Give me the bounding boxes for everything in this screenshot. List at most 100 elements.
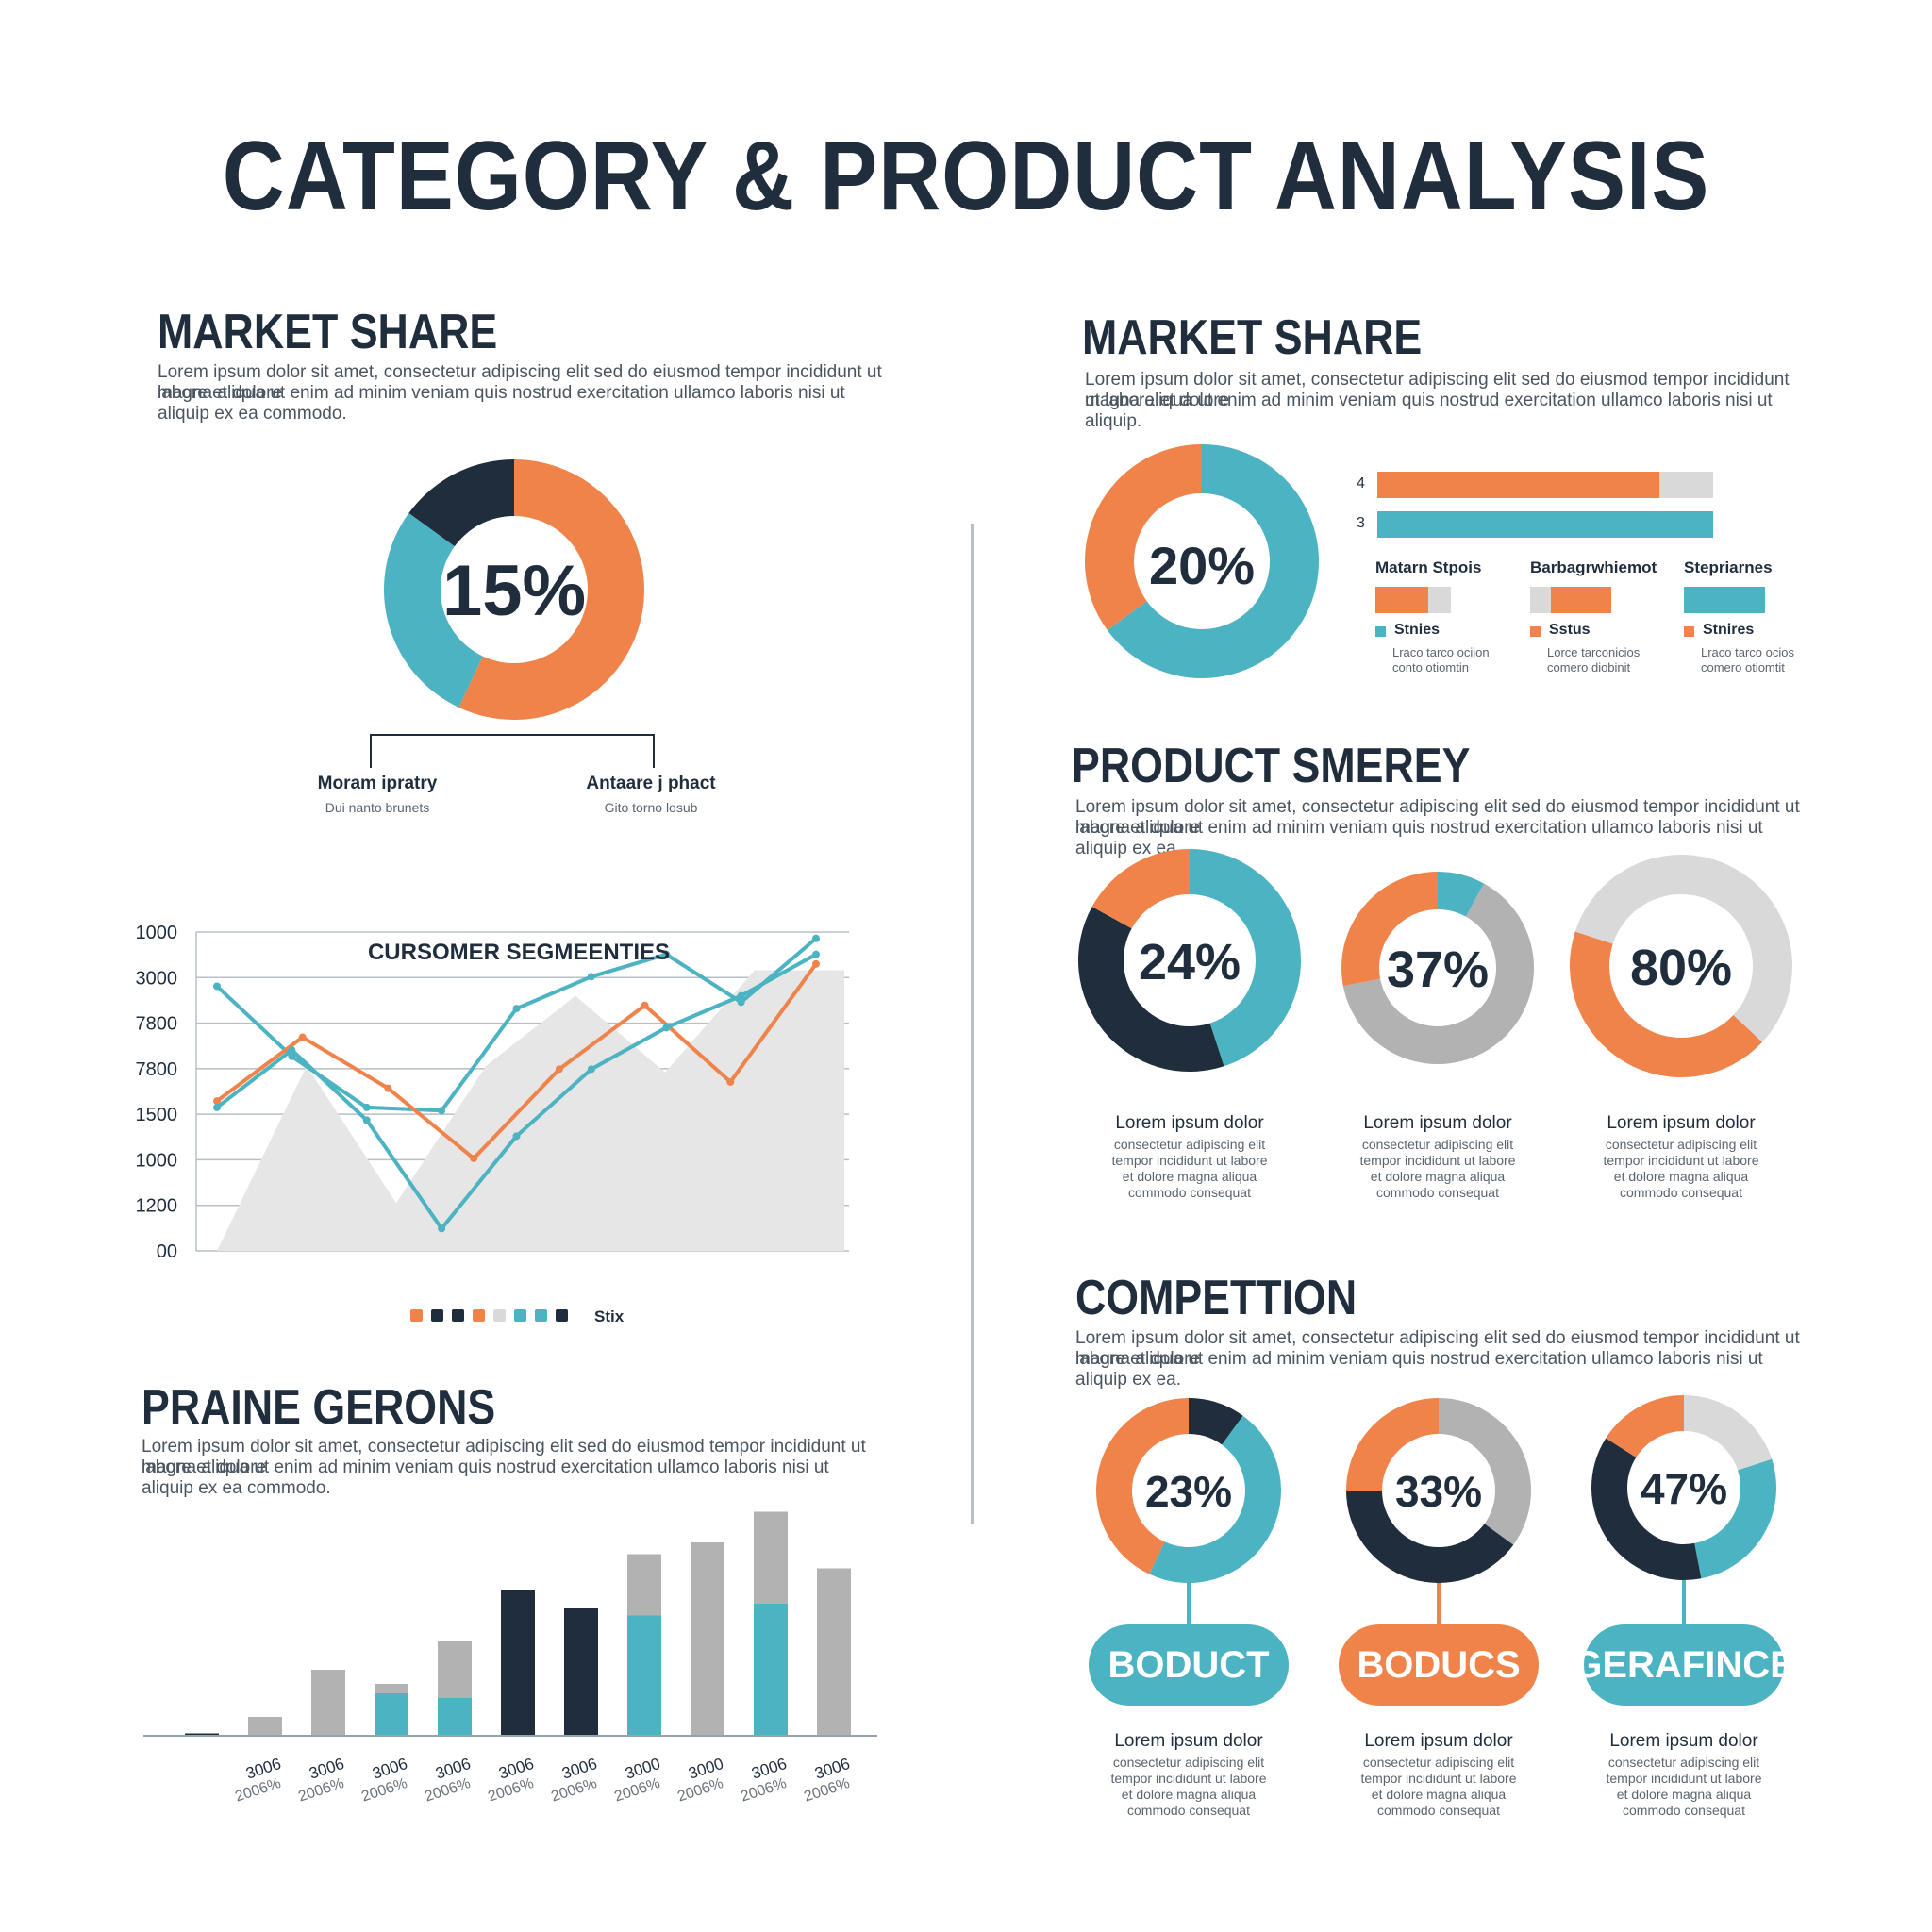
bar-bottom [627,1615,661,1736]
line-series-1-point [812,959,820,968]
line-series-2-point [512,1132,521,1141]
legend-sub-1: Lorce tarconicios [1547,645,1641,659]
competition-pill-button[interactable]: GERAFINCE [1573,1624,1795,1706]
product-donut-2-segment-2 [1574,855,1681,944]
competition-donut-1-segment-1 [1346,1491,1514,1583]
bar-xlabel-bottom: 2006% [549,1775,599,1806]
bar-top [817,1568,851,1736]
legend-marker-label: Stnires [1703,622,1755,638]
product-caption-line: tempor incididunt ut labore [1603,1153,1759,1168]
line-legend-swatch [452,1309,464,1322]
legend-column-title: Stepriarnes [1684,558,1773,576]
competition-pill-button[interactable]: BODUCS [1339,1624,1539,1706]
legend-sub-1: Lraco tarco ocios [1701,645,1794,659]
competition-donut-1-segment-0 [1439,1398,1531,1545]
competition-donut-0: 23% [1096,1398,1281,1583]
line-series-0-point [812,934,820,942]
bars-heading: PRAINE GERONS [142,1380,496,1435]
line-series-0-point [737,998,745,1007]
competition-caption: Lorem ipsum dolor [1114,1731,1263,1751]
bar-xlabel-bottom: 2006% [675,1775,725,1806]
product-caption-line: consectetur adipiscing elit [1605,1137,1757,1152]
line-series-2-point [288,1046,296,1055]
competition-caption-line: consectetur adipiscing elit [1362,1755,1515,1770]
line-legend-swatch [556,1309,568,1322]
product-desc-2: magna aliqua ut enim ad minim veniam qui… [1075,818,1763,858]
line-series-0-point [662,950,671,958]
line-series-2-point [362,1116,371,1124]
product-caption-line: tempor incididunt ut labore [1359,1153,1516,1168]
legend-column-title: Matarn Stpois [1375,558,1482,576]
competition-caption-line: consectetur adipiscing elit [1607,1755,1760,1770]
product-donut-2-segment-0 [1681,855,1792,1042]
left-market-donut-segment-0 [458,459,644,720]
bar-bottom [501,1590,535,1736]
line-series-0-point [288,1052,296,1060]
line-legend-swatch [514,1309,526,1322]
line-series-0-point [362,1103,371,1111]
bar-top [754,1511,788,1604]
competition-caption-line: tempor incididunt ut labore [1110,1771,1267,1786]
callout-left-label: Moram ipratry [317,774,438,793]
competition-connector [1437,1583,1441,1628]
bar-xlabel-bottom: 2006% [802,1775,852,1806]
legend-bar-rest [1530,587,1551,613]
product-donut-1-value: 37% [1387,941,1489,998]
right-market-donut-segment-1 [1085,444,1202,630]
line-series-1-point [641,1001,649,1009]
legend-bar-rest [1428,587,1451,613]
competition-caption-line: et dolore magna aliqua [1121,1787,1257,1802]
legend-sub-1: Lraco tarco ociion [1392,645,1490,659]
line-series-2-point [737,991,745,1000]
product-donut-1-segment-2 [1341,872,1438,987]
product-donut-2-segment-1 [1570,931,1763,1077]
legend-sub-2: comero diobinit [1547,660,1631,675]
competition-caption-line: commodo consequat [1623,1803,1745,1818]
line-chart-title: CURSOMER SEGMEENTIES [368,940,670,965]
bar-top [375,1684,408,1693]
product-donut-0: 24% [1078,849,1301,1072]
line-series-2-point [587,1065,595,1074]
left-market-donut-segment-2 [408,459,514,547]
right-market-share-desc-1: Lorem ipsum dolor sit amet, consectetur … [1085,370,1790,410]
bar-xlabel-bottom: 2006% [612,1775,662,1806]
legend-marker [1530,626,1541,637]
callout-right-sublabel: Gito torno losub [604,800,698,815]
left-market-share-value: 15% [442,551,586,631]
line-legend-label: Stix [594,1307,625,1325]
bar-bottom [754,1604,788,1736]
callout-right-label: Antaare j phact [586,774,716,793]
legend-column-title: Barbagrwhiemot [1530,558,1657,576]
line-series-2-point [213,1103,221,1111]
legend-bar [1684,587,1765,613]
competition-donut-0-segment-2 [1096,1398,1189,1574]
line-series-1 [215,962,818,1160]
competition-heading: COMPETTION [1075,1271,1357,1325]
right-market-share-heading: MARKET SHARE [1082,310,1423,365]
line-legend-swatch [410,1309,423,1322]
competition-caption-line: et dolore magna aliqua [1616,1787,1752,1802]
line-ytick-label: 1000 [136,923,178,943]
competition-desc-1: Lorem ipsum dolor sit amet, consectetur … [1075,1328,1800,1369]
bar-top [311,1670,345,1736]
product-donut-1-segment-1 [1342,883,1534,1064]
line-legend-swatch [493,1309,506,1322]
product-caption-line: commodo consequat [1128,1185,1251,1200]
product-donut-0-segment-0 [1190,849,1301,1067]
competition-donut-2: 47% [1591,1395,1776,1580]
right-market-share-desc-2: magna aliqua ut enim ad minim veniam qui… [1085,391,1773,431]
competition-donut-1: 33% [1346,1398,1531,1583]
praine-gerons-bar-chart: 30062006%30062006%30062006%30062006%3006… [143,1511,877,1806]
competition-pill-button[interactable]: BODUCT [1089,1624,1289,1706]
legend-marker [1375,626,1386,637]
competition-donut-2-segment-2 [1591,1438,1702,1580]
product-donut-2-value: 80% [1630,940,1732,996]
product-donut-1: 37% [1341,872,1534,1064]
line-legend-swatch [535,1309,547,1322]
product-caption: Lorem ipsum dolor [1607,1113,1756,1133]
line-series-2-point [812,950,820,958]
line-series-1-point [384,1084,392,1092]
bar-top [438,1641,472,1698]
left-market-share-desc-2: magna aliqua ut enim ad minim veniam qui… [158,383,845,424]
competition-caption-line: tempor incididunt ut labore [1606,1771,1762,1786]
